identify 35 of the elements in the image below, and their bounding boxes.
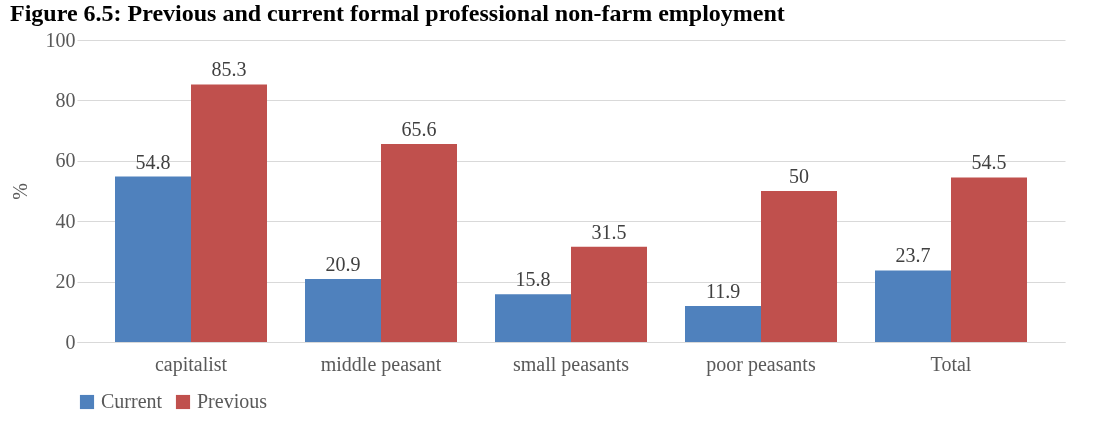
x-tick-label: poor peasants <box>706 352 816 376</box>
legend-label: Current <box>101 390 163 412</box>
bar <box>761 191 837 342</box>
bar <box>495 294 571 342</box>
y-tick-label: 60 <box>55 149 76 172</box>
y-axis-title: % <box>8 183 31 200</box>
x-tick-label: middle peasant <box>320 352 442 376</box>
legend-label: Previous <box>197 390 268 412</box>
bar <box>115 176 191 342</box>
bar <box>571 246 647 342</box>
bar <box>191 84 267 342</box>
bar <box>951 177 1027 342</box>
bar <box>685 306 761 342</box>
data-label: 15.8 <box>515 268 551 291</box>
chart-title: Figure 6.5: Previous and current formal professional non-farm employment <box>10 0 785 26</box>
x-tick-label: Total <box>930 352 972 375</box>
data-label: 85.3 <box>211 58 247 81</box>
data-label: 23.7 <box>895 244 931 267</box>
x-tick-label: small peasants <box>512 352 630 376</box>
data-label: 54.5 <box>971 151 1007 174</box>
data-label: 20.9 <box>325 252 361 275</box>
y-tick-label: 100 <box>45 28 76 51</box>
data-label: 54.8 <box>135 150 171 173</box>
bar <box>381 143 457 342</box>
data-label: 65.6 <box>401 117 437 140</box>
data-label: 31.5 <box>591 220 627 243</box>
y-tick-label: 40 <box>55 209 76 232</box>
data-label: 11.9 <box>705 280 741 303</box>
bar <box>305 278 381 342</box>
y-tick-label: 80 <box>55 88 76 111</box>
bar <box>875 270 951 342</box>
y-tick-label: 20 <box>55 270 76 293</box>
x-tick-label: capitalist <box>154 352 228 376</box>
data-label: 50 <box>789 165 809 187</box>
y-tick-label: 0 <box>65 330 76 353</box>
